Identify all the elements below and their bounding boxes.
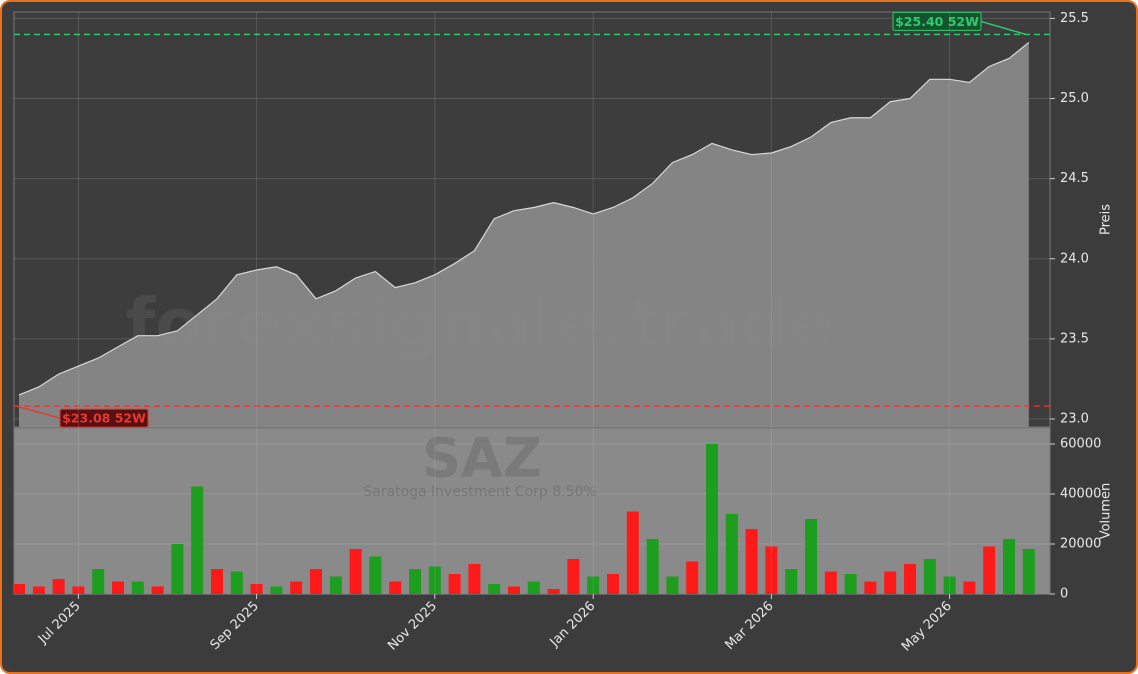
y-axis-label: Preis — [1099, 204, 1114, 235]
volume-bar — [646, 539, 659, 594]
volume-bar — [1003, 539, 1015, 594]
volume-bar — [943, 576, 956, 594]
volume-bar — [1022, 549, 1035, 594]
y-tick-label: 23.0 — [1060, 411, 1089, 426]
volume-bar — [131, 581, 144, 594]
volume-bar — [785, 569, 798, 594]
volume-bar — [92, 569, 105, 594]
volume-bar — [963, 581, 976, 594]
volume-bar — [52, 579, 65, 594]
price-line — [18, 41, 1030, 396]
volume-bar — [923, 559, 936, 594]
y-tick-label: 60000 — [1060, 437, 1101, 452]
y-tick-label: 23.5 — [1060, 331, 1089, 346]
price-area — [19, 42, 1029, 427]
volume-bar — [844, 574, 857, 594]
volume-bar — [824, 571, 837, 594]
volume-bar — [310, 569, 322, 594]
volume-bar — [389, 581, 402, 594]
y-tick-label: 24.5 — [1060, 171, 1089, 186]
volume-bar — [706, 444, 718, 594]
volume-bar — [686, 561, 699, 594]
volume-bar — [250, 584, 263, 594]
volume-bar — [983, 546, 996, 594]
volume-bar — [904, 564, 916, 594]
volume-bar — [112, 581, 124, 594]
volume-bar — [884, 571, 897, 594]
volume-bar — [448, 574, 461, 594]
volume-bar — [765, 546, 778, 594]
volume-bar — [805, 519, 817, 594]
volume-bar — [191, 486, 204, 594]
volume-bar — [329, 576, 342, 594]
name-watermark: Saratoga Investment Corp 8.50% — [363, 484, 596, 500]
annotation-arrow — [16, 405, 61, 419]
volume-bar — [211, 569, 223, 594]
volume-bar — [13, 584, 25, 594]
volume-bar — [171, 544, 184, 594]
volume-bar — [151, 586, 164, 594]
y-tick-label: 40000 — [1060, 487, 1101, 502]
annotation-label: $23.08 52W — [62, 411, 146, 426]
volume-bar — [290, 581, 303, 594]
volume-bar — [547, 589, 560, 594]
volume-bar — [230, 571, 243, 594]
y-tick-label: 24.0 — [1060, 251, 1089, 266]
volume-bar — [567, 559, 580, 594]
ticker-watermark: SAZ — [422, 427, 542, 490]
annotation-box — [59, 408, 149, 428]
volume-bar — [864, 581, 877, 594]
volume-panel — [13, 427, 1051, 595]
volume-bar — [626, 511, 639, 594]
volume-bar — [488, 584, 501, 594]
y-tick-label: 20000 — [1060, 537, 1101, 552]
volume-bar — [666, 576, 679, 594]
volume-bar — [725, 514, 738, 594]
y-tick-label: 25.0 — [1060, 91, 1089, 106]
volume-bar — [527, 581, 540, 594]
y-axis-label: Volumen — [1099, 483, 1114, 540]
y-tick-label: 0 — [1060, 587, 1068, 602]
volume-bar — [587, 576, 600, 594]
volume-bar — [32, 586, 45, 594]
volume-bar — [409, 569, 421, 594]
volume-bar — [607, 574, 619, 594]
annotation-label: $25.40 52W — [895, 14, 979, 29]
annotation-arrow — [980, 20, 1027, 36]
volume-bar — [508, 586, 520, 594]
volume-bar — [468, 564, 481, 594]
volume-bar — [428, 566, 441, 594]
annotation-box — [892, 11, 982, 31]
volume-bar — [72, 586, 85, 594]
y-tick-label: 25.5 — [1060, 11, 1089, 26]
volume-bar — [369, 556, 382, 594]
volume-bar — [349, 549, 362, 594]
volume-bar — [745, 529, 758, 594]
volume-bar — [270, 586, 283, 594]
